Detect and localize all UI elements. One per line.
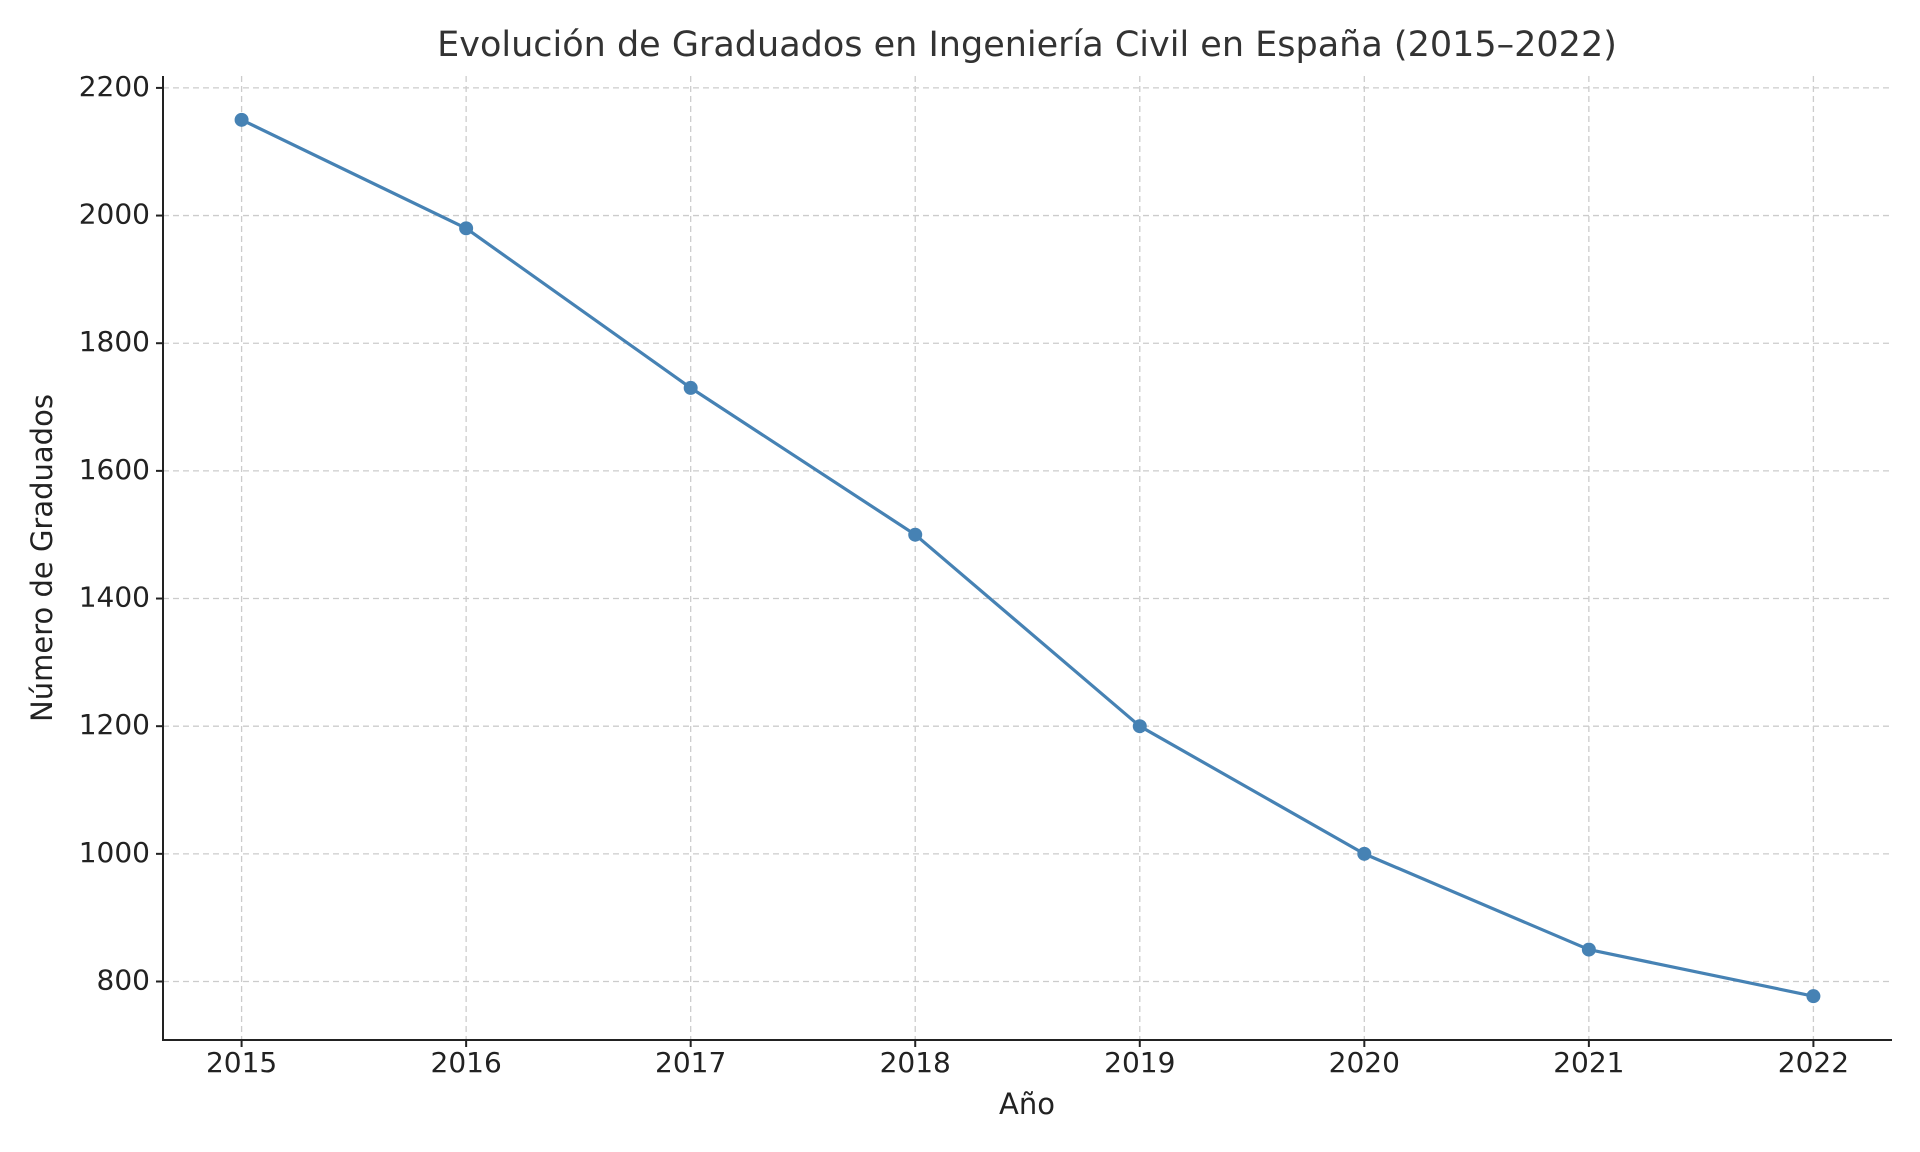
line xyxy=(240,118,1814,998)
x-tick-label: 2022 xyxy=(1778,1046,1849,1079)
marker xyxy=(683,380,698,395)
marker xyxy=(459,221,474,236)
x-tick-label: 2019 xyxy=(1104,1046,1175,1079)
y-tick-label: 1200 xyxy=(79,708,150,741)
chart-title: Evolución de Graduados en Ingeniería Civ… xyxy=(437,25,1617,65)
marker xyxy=(1132,719,1147,734)
marker xyxy=(1806,989,1821,1004)
x-tick-label: 2021 xyxy=(1553,1046,1624,1079)
y-tick-label: 1400 xyxy=(79,581,150,614)
x-tick-label: 2016 xyxy=(431,1046,502,1079)
y-tick-label: 1000 xyxy=(79,836,150,869)
y-tick-label: 2200 xyxy=(79,70,150,103)
marker xyxy=(908,527,923,542)
y-tick-label: 2000 xyxy=(79,198,150,231)
x-axis-label: Año xyxy=(999,1087,1055,1121)
x-tick-label: 2020 xyxy=(1329,1046,1400,1079)
marker xyxy=(1581,942,1596,957)
y-tick-label: 1600 xyxy=(79,453,150,486)
y-axis-label: Número de Graduados xyxy=(25,394,59,722)
marker xyxy=(234,112,249,127)
y-tick-label: 800 xyxy=(97,964,150,997)
x-tick-label: 2015 xyxy=(206,1046,277,1079)
x-tick-label: 2018 xyxy=(880,1046,951,1079)
y-tick-label: 1800 xyxy=(79,325,150,358)
marker xyxy=(1357,846,1372,861)
x-tick-label: 2017 xyxy=(655,1046,726,1079)
